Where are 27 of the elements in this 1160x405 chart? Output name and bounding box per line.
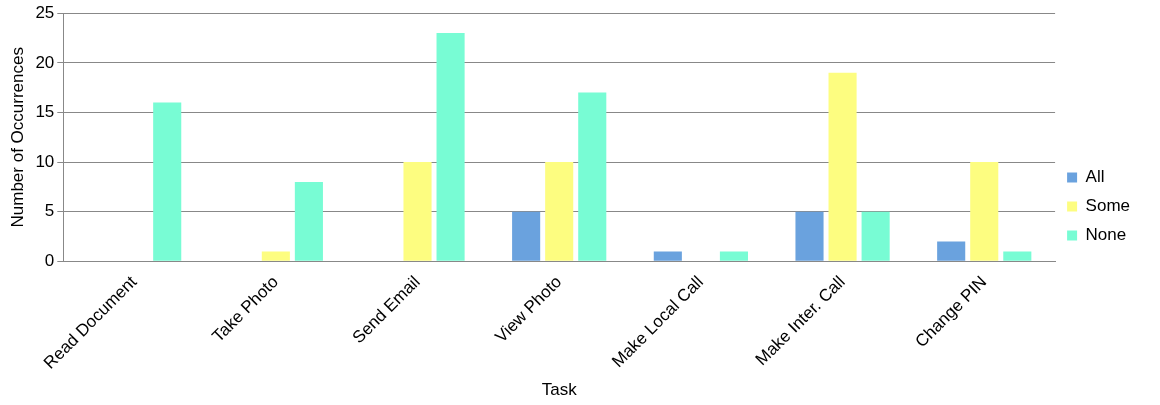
- bar: [436, 33, 465, 261]
- bar: [512, 211, 541, 261]
- bar: [653, 251, 682, 261]
- bar: [795, 211, 824, 261]
- x-axis-title: Task: [541, 380, 578, 400]
- y-tick-label: 10: [35, 151, 55, 171]
- bar: [970, 162, 999, 261]
- bar: [261, 251, 290, 261]
- legend-label: All: [1085, 167, 1105, 187]
- bar: [937, 241, 966, 261]
- bar: [861, 211, 890, 261]
- bar: [1003, 251, 1032, 261]
- y-tick-label: 20: [35, 52, 55, 72]
- legend-label: None: [1085, 225, 1127, 245]
- bar: [578, 92, 607, 261]
- y-axis-title: Number of Occurrences: [7, 47, 27, 228]
- legend-label: Some: [1085, 196, 1131, 216]
- bar: [403, 162, 432, 261]
- bar: [828, 72, 857, 261]
- bar: [719, 251, 748, 261]
- y-tick-label: 0: [44, 251, 55, 270]
- bar: [545, 162, 574, 261]
- y-tick-label: 5: [44, 201, 55, 221]
- bar: [294, 181, 323, 261]
- bar: [153, 102, 182, 261]
- y-tick-label: 25: [35, 2, 55, 22]
- y-tick-label: 15: [35, 102, 55, 122]
